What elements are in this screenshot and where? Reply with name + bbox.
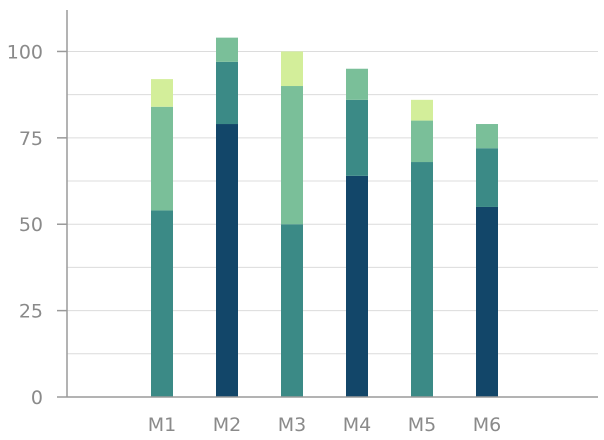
bars (151, 37, 498, 397)
y-tick-label: 100 (7, 41, 43, 63)
bar-segment (411, 162, 433, 397)
x-tick-label: M6 (473, 414, 501, 436)
bar-segment (281, 86, 303, 225)
x-tick-label: M1 (148, 414, 176, 436)
bar-segment (476, 124, 498, 149)
bar-segment (216, 124, 238, 397)
y-tick-label: 25 (19, 301, 43, 323)
tick-labels: 0 25 50 75 100 M1 M2 M3 M4 M5 M6 (7, 41, 502, 436)
bar-segment (346, 99, 368, 176)
x-tick-label: M2 (213, 414, 241, 436)
bar-segment (281, 51, 303, 87)
axes (57, 10, 598, 398)
bar-segment (411, 99, 433, 121)
bar-segment (411, 120, 433, 163)
bar-segment (216, 61, 238, 125)
x-tick-label: M4 (343, 414, 371, 436)
y-tick-label: 0 (31, 387, 43, 409)
bar-segment (216, 37, 238, 62)
bar-segment (346, 175, 368, 397)
bar-segment (476, 206, 498, 397)
gridlines (67, 50, 598, 355)
y-tick-label: 50 (19, 214, 43, 236)
bar-segment (281, 224, 303, 397)
x-tick-label: M5 (408, 414, 436, 436)
y-tick-label: 75 (19, 128, 43, 150)
bar-segment (476, 148, 498, 207)
bar-segment (151, 106, 173, 211)
bar-segment (151, 79, 173, 107)
bar-segment (346, 68, 368, 100)
bar-segment (151, 210, 173, 397)
x-tick-label: M3 (278, 414, 306, 436)
